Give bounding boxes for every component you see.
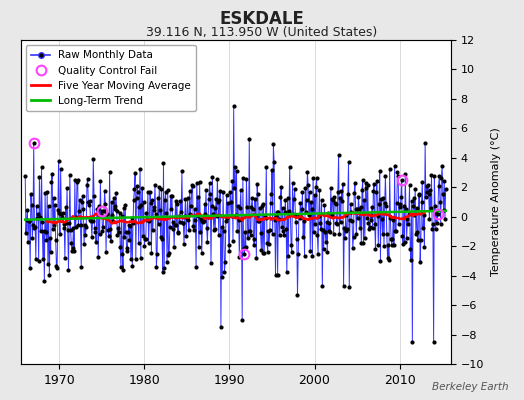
Y-axis label: Temperature Anomaly (°C): Temperature Anomaly (°C) [490, 128, 500, 276]
Text: Berkeley Earth: Berkeley Earth [432, 382, 508, 392]
Legend: Raw Monthly Data, Quality Control Fail, Five Year Moving Average, Long-Term Tren: Raw Monthly Data, Quality Control Fail, … [26, 45, 196, 111]
Text: ESKDALE: ESKDALE [220, 10, 304, 28]
Text: 39.116 N, 113.950 W (United States): 39.116 N, 113.950 W (United States) [146, 26, 378, 39]
